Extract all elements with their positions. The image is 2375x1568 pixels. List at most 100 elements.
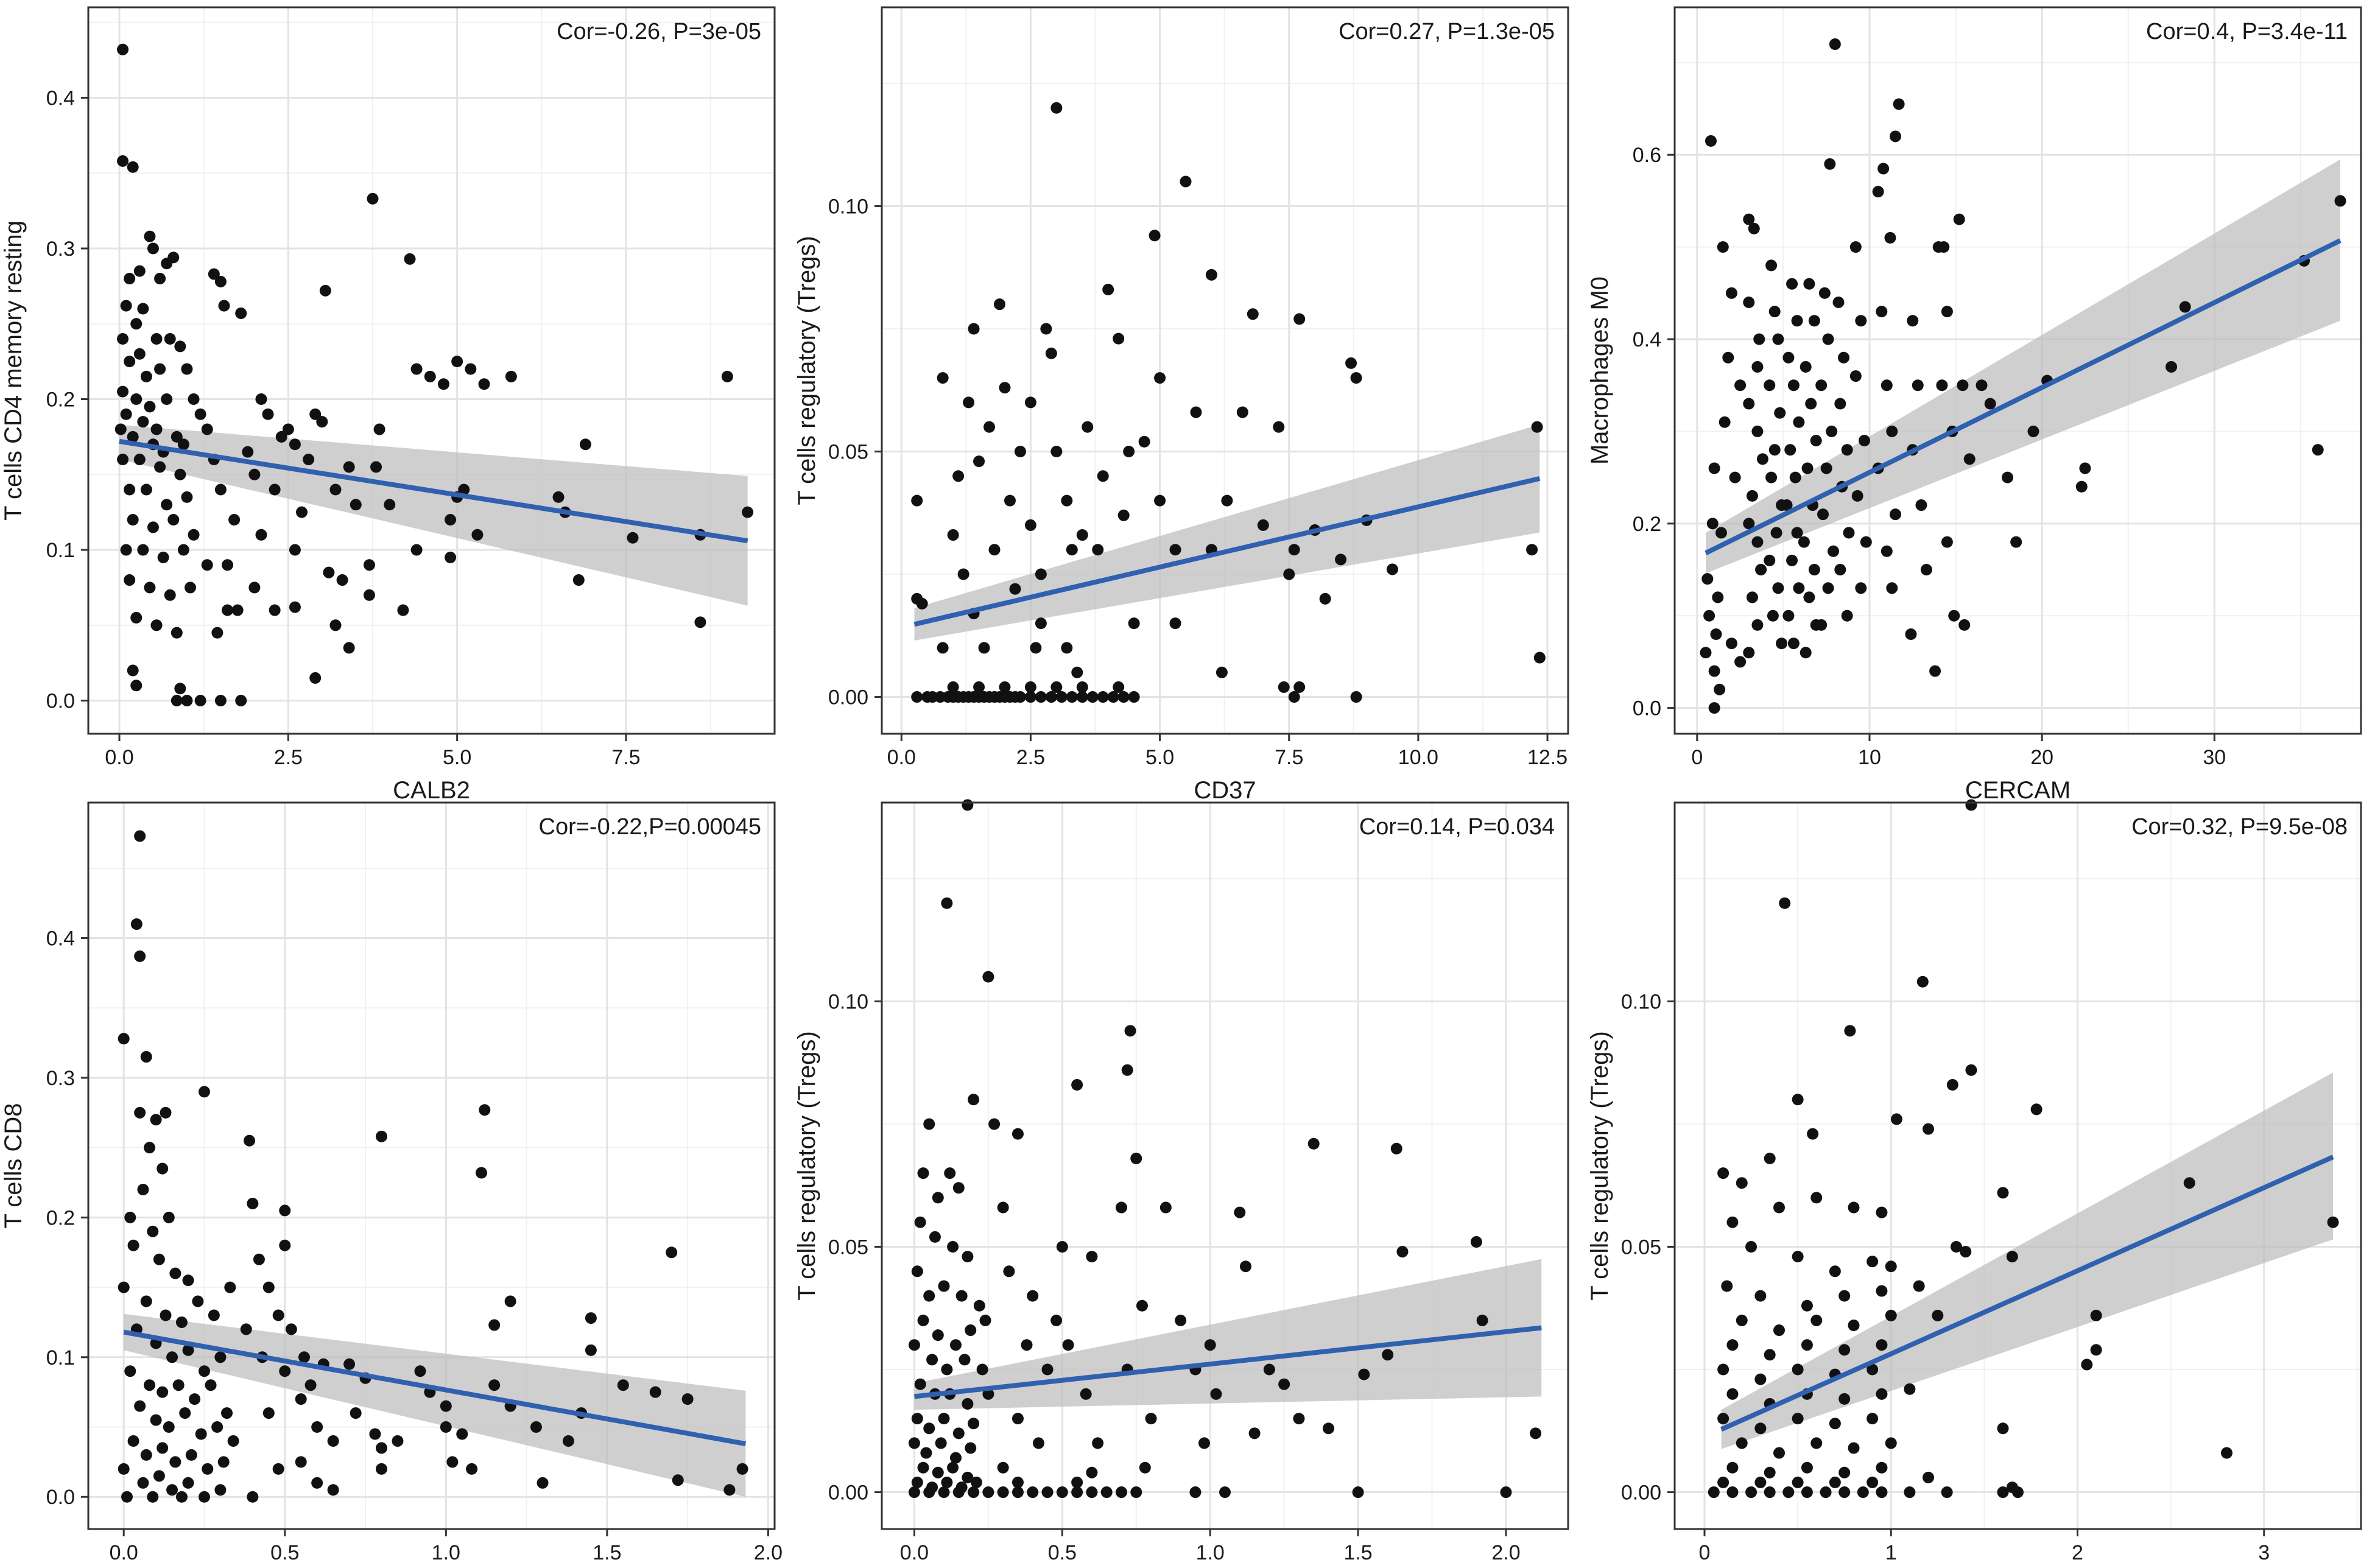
- data-point: [275, 431, 287, 443]
- data-point: [2081, 1359, 2093, 1371]
- data-point: [1876, 1461, 1888, 1474]
- data-point: [1786, 554, 1798, 566]
- data-point: [1838, 1486, 1851, 1499]
- data-point: [214, 1484, 227, 1496]
- data-point: [1396, 1246, 1409, 1258]
- correlation-annotation: Cor=0.32, P=9.5e-08: [2131, 814, 2348, 840]
- data-point: [1838, 1290, 1851, 1302]
- data-point: [1920, 564, 1932, 576]
- x-tick-label: 0.5: [270, 1541, 299, 1564]
- data-point: [1782, 1486, 1795, 1499]
- data-point: [955, 1290, 968, 1302]
- data-point: [1113, 332, 1125, 345]
- data-point: [163, 1211, 175, 1223]
- data-point: [1248, 1427, 1261, 1440]
- data-point: [1307, 1137, 1320, 1150]
- data-point: [350, 499, 362, 511]
- data-point: [1960, 1246, 1972, 1258]
- data-point: [465, 363, 477, 375]
- data-point: [214, 483, 227, 496]
- data-point: [1773, 1447, 1785, 1459]
- data-point: [184, 582, 196, 594]
- data-point: [397, 604, 409, 616]
- data-point: [1117, 691, 1130, 703]
- data-point: [1149, 230, 1161, 242]
- data-point: [175, 1316, 188, 1328]
- data-point: [188, 393, 200, 406]
- x-tick-label: 30: [2203, 746, 2226, 769]
- data-point: [736, 1463, 748, 1475]
- data-point: [1726, 1461, 1739, 1474]
- data-point: [1288, 691, 1300, 703]
- data-point: [1848, 1201, 1860, 1214]
- data-point: [949, 1339, 962, 1351]
- data-point: [224, 1281, 236, 1293]
- data-point: [309, 672, 322, 684]
- data-point: [1283, 568, 1295, 580]
- data-point: [150, 423, 163, 435]
- data-point: [144, 582, 156, 594]
- data-point: [997, 1486, 1009, 1499]
- data-point: [1734, 379, 1747, 392]
- data-point: [1889, 130, 1901, 142]
- data-point: [1844, 1025, 1856, 1037]
- data-point: [1027, 1486, 1039, 1499]
- data-point: [375, 1442, 387, 1454]
- data-point: [1768, 306, 1781, 318]
- data-point: [440, 1400, 452, 1412]
- data-point: [171, 627, 183, 639]
- data-point: [137, 544, 149, 556]
- panel-border: [87, 6, 776, 735]
- scatter-panel-1: 0.0 2.5 5.0 7.5 0.0 0.1 0.2 0.3 0.4 CALB2 T cells …: [0, 6, 776, 804]
- data-point: [154, 461, 166, 473]
- y-tick-label: 0.1: [46, 539, 75, 562]
- data-point: [1082, 421, 1094, 433]
- data-point: [1941, 306, 1953, 318]
- panel-background: [87, 6, 776, 735]
- data-point: [150, 333, 163, 345]
- data-point: [963, 396, 975, 409]
- data-point: [2030, 1103, 2042, 1116]
- data-point: [202, 1463, 214, 1475]
- data-point: [1263, 1363, 1275, 1376]
- data-point: [120, 408, 132, 420]
- data-point: [127, 664, 139, 677]
- data-point: [242, 446, 254, 458]
- data-point: [965, 1324, 977, 1337]
- data-point: [144, 1379, 156, 1391]
- data-point: [1257, 519, 1269, 531]
- data-point: [1100, 1486, 1113, 1499]
- data-point: [1829, 1265, 1841, 1278]
- data-point: [1358, 1368, 1370, 1380]
- data-point: [414, 1365, 426, 1377]
- x-tick-label: 2.5: [274, 746, 303, 769]
- data-point: [1916, 976, 1929, 988]
- x-tick-label: 1: [1885, 1541, 1897, 1564]
- data-point: [1789, 471, 1801, 483]
- data-point: [1705, 135, 1717, 147]
- data-point: [329, 483, 342, 496]
- data-point: [1717, 1476, 1729, 1488]
- data-point: [1050, 1314, 1063, 1326]
- data-point: [189, 1393, 201, 1405]
- data-point: [1130, 1486, 1142, 1499]
- data-point: [1822, 582, 1834, 594]
- data-point: [1130, 1152, 1142, 1164]
- y-tick-label: 0.05: [1621, 1236, 1661, 1259]
- regression-line: [913, 1325, 1542, 1399]
- data-point: [1050, 102, 1063, 114]
- data-point: [976, 1363, 988, 1376]
- data-point: [124, 273, 136, 285]
- data-point: [1204, 1339, 1216, 1351]
- data-point: [944, 1167, 956, 1180]
- data-point: [144, 1142, 156, 1154]
- data-point: [1743, 398, 1755, 410]
- data-point: [1829, 1418, 1841, 1430]
- data-point: [1076, 681, 1088, 693]
- x-tick-label: 20: [2030, 746, 2053, 769]
- data-point: [166, 1351, 178, 1363]
- data-point: [1745, 1486, 1757, 1499]
- data-point: [997, 1201, 1009, 1214]
- data-point: [1792, 1476, 1804, 1488]
- data-point: [164, 589, 176, 601]
